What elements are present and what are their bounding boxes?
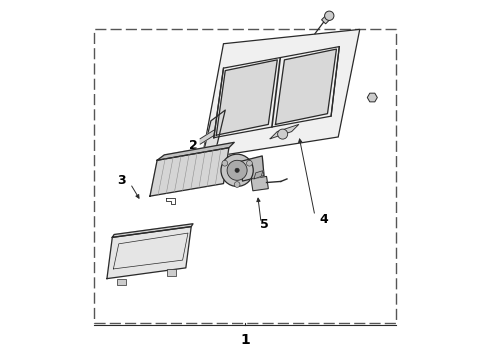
Text: 3: 3 <box>117 174 125 186</box>
Polygon shape <box>270 125 299 139</box>
Text: 4: 4 <box>319 213 328 226</box>
Polygon shape <box>216 60 277 135</box>
Circle shape <box>278 129 288 139</box>
Polygon shape <box>275 49 337 125</box>
Circle shape <box>227 160 247 180</box>
Bar <box>321 13 333 24</box>
Polygon shape <box>150 148 229 196</box>
Bar <box>117 279 125 285</box>
Bar <box>167 269 176 276</box>
Polygon shape <box>241 156 264 181</box>
Circle shape <box>222 160 228 166</box>
Circle shape <box>246 160 252 166</box>
Polygon shape <box>254 171 263 179</box>
Polygon shape <box>112 224 193 237</box>
Bar <box>95 30 395 323</box>
Polygon shape <box>202 110 225 158</box>
Polygon shape <box>200 130 215 144</box>
Text: 5: 5 <box>260 218 269 231</box>
Circle shape <box>324 11 334 21</box>
Circle shape <box>235 168 239 172</box>
Polygon shape <box>202 30 360 158</box>
Text: 1: 1 <box>240 333 250 347</box>
Polygon shape <box>157 142 234 160</box>
Circle shape <box>234 182 240 188</box>
Circle shape <box>221 154 253 186</box>
Text: 2: 2 <box>189 139 197 152</box>
Polygon shape <box>107 226 191 279</box>
Polygon shape <box>251 176 269 191</box>
